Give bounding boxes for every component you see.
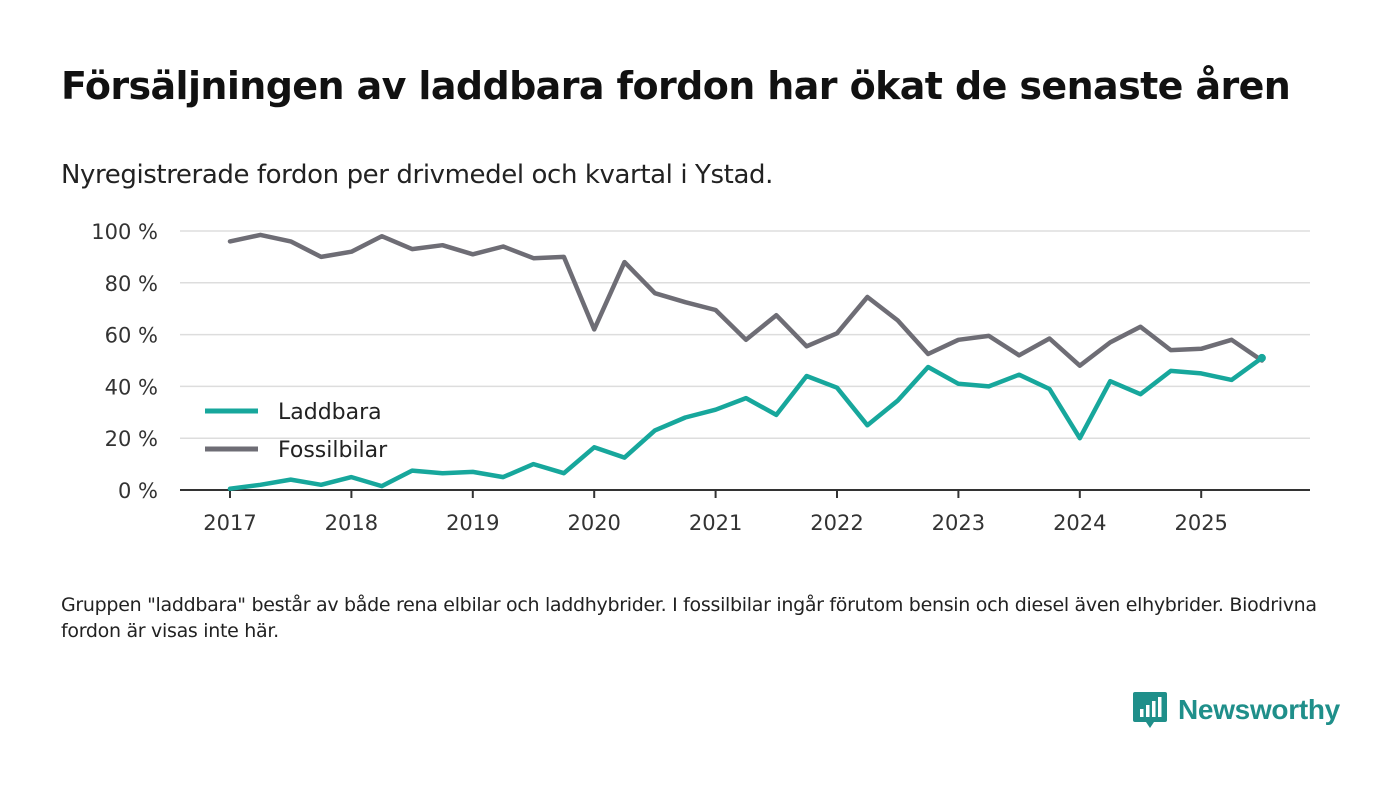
brand-logo: Newsworthy: [1132, 690, 1340, 730]
legend: Laddbara Fossilbilar: [205, 400, 388, 463]
line-chart: 0 % 20 % 40 % 60 % 80 % 100 % 2017 2018 2019 202…: [91, 220, 1310, 535]
chart-title: Försäljningen av laddbara fordon har öka…: [61, 64, 1291, 108]
series-line-laddbara: [227, 355, 1265, 491]
x-tick-label: 2019: [446, 511, 499, 535]
chart-subtitle: Nyregistrerade fordon per drivmedel och …: [61, 160, 773, 190]
series-lines: [227, 232, 1266, 491]
y-tick-label: 80 %: [105, 272, 158, 296]
y-tick-label: 100 %: [91, 220, 158, 244]
brand-name: Newsworthy: [1178, 694, 1340, 725]
footnote: Gruppen "laddbara" består av både rena e…: [61, 594, 1317, 642]
x-tick-label: 2018: [325, 511, 378, 535]
y-tick-label: 0 %: [118, 479, 158, 503]
x-tick-label: 2017: [203, 511, 256, 535]
x-tick-label: 2022: [810, 511, 863, 535]
x-tick-label: 2024: [1053, 511, 1106, 535]
x-tick-label: 2021: [689, 511, 742, 535]
x-axis: 2017 2018 2019 2020 2021 2022 2023 2024 2025: [180, 489, 1310, 535]
series-line-fossilbilar: [227, 232, 1265, 368]
y-tick-label: 40 %: [105, 375, 158, 399]
y-axis-ticks: 0 % 20 % 40 % 60 % 80 % 100 %: [91, 220, 158, 503]
x-tick-label: 2023: [932, 511, 985, 535]
series-end-point-laddbara: [1257, 353, 1266, 362]
legend-label-fossilbilar: Fossilbilar: [278, 438, 388, 463]
y-tick-label: 20 %: [105, 427, 158, 451]
x-tick-label: 2020: [567, 511, 620, 535]
x-tick-label: 2025: [1174, 511, 1227, 535]
newsworthy-logo-icon: [1133, 692, 1167, 728]
y-tick-label: 60 %: [105, 324, 158, 348]
legend-label-laddbara: Laddbara: [278, 400, 382, 425]
